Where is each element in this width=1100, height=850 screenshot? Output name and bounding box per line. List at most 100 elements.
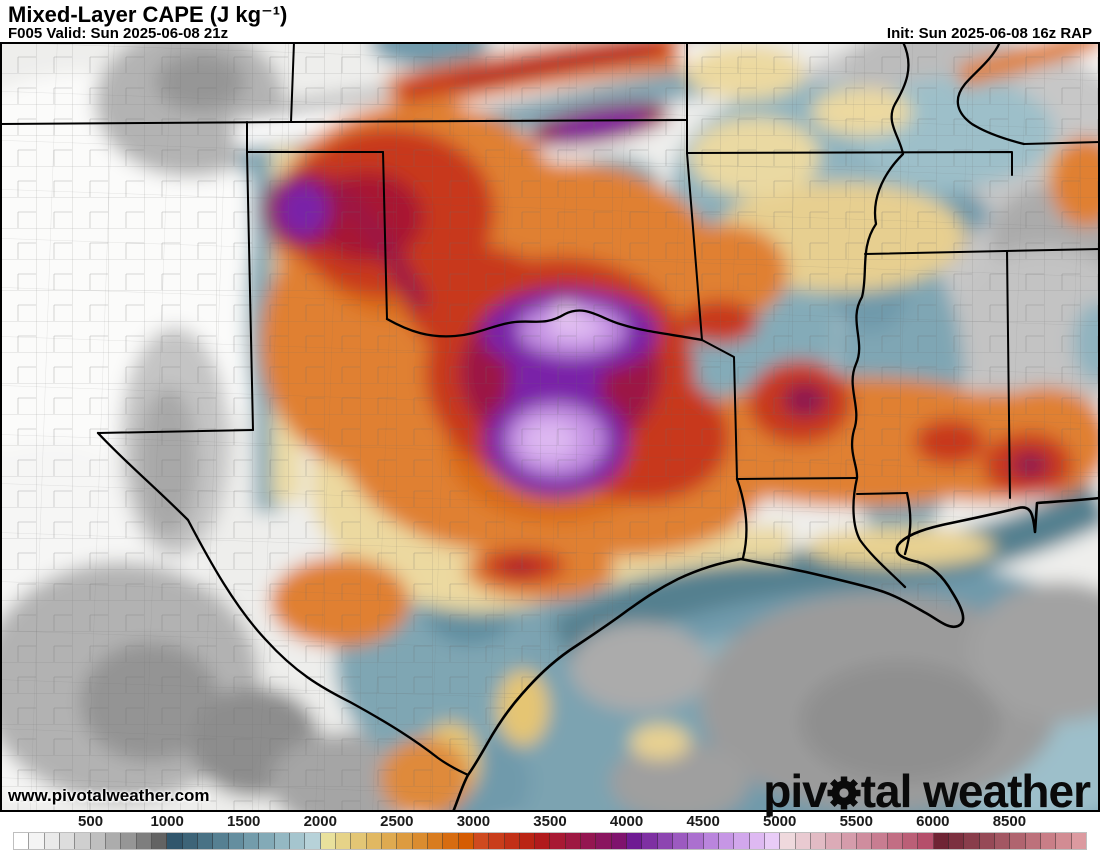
gear-icon [827, 776, 861, 810]
colorbar-cell [565, 833, 582, 849]
page-title: Mixed-Layer CAPE (J kg⁻¹) [8, 2, 288, 27]
colorbar-cell [320, 833, 336, 849]
colorbar-cell [366, 833, 382, 849]
colorbar-cell [734, 833, 750, 849]
colorbar-cell [351, 833, 367, 849]
colorbar-cell [412, 833, 428, 849]
colorbar-cell [719, 833, 735, 849]
colorbar-tick-label: 5500 [839, 813, 873, 830]
colorbar-cell [795, 833, 812, 849]
colorbar: 500 1000 1500 2000 2500 3000 3500 4000 4500 5000 5… [0, 812, 1100, 850]
colorbar-cell [197, 833, 214, 849]
colorbar-cell [427, 833, 444, 849]
colorbar-cell [765, 833, 781, 849]
colorbar-cell [335, 833, 352, 849]
colorbar-tick-label: 3000 [456, 813, 491, 830]
colorbar-tick-label: 2500 [380, 813, 414, 830]
colorbar-cell [627, 833, 643, 849]
watermark-url: www.pivotalweather.com [8, 786, 210, 805]
colorbar-tick-label: 500 [78, 813, 104, 830]
colorbar-tick-label: 3500 [533, 813, 567, 830]
colorbar-cell [228, 833, 244, 849]
colorbar-cell [596, 833, 612, 849]
colorbar-cell [964, 833, 980, 849]
colorbar-cell [826, 833, 842, 849]
colorbar-cell [933, 833, 950, 849]
colorbar-cell [489, 833, 505, 849]
colorbar-cell [289, 833, 306, 849]
colorbar-cell [780, 833, 796, 849]
colorbar-tick-label: 8500 [992, 813, 1027, 830]
colorbar-cell [473, 833, 490, 849]
colorbar-tick-label: 4000 [609, 813, 644, 830]
map-frame [0, 42, 1100, 812]
colorbar-tick-label: 2000 [303, 813, 337, 830]
colorbar-cell [887, 833, 904, 849]
colorbar-cell [259, 833, 275, 849]
colorbar-cell [151, 833, 168, 849]
valid-time-label: F005 Valid: Sun 2025-06-08 21z [8, 25, 229, 42]
colorbar-cell [182, 833, 198, 849]
colorbar-cell [1040, 833, 1057, 849]
colorbar-cell [872, 833, 888, 849]
colorbar-cell [811, 833, 827, 849]
colorbar-cell [841, 833, 858, 849]
colorbar-cell [903, 833, 919, 849]
colorbar-cell [749, 833, 766, 849]
init-time-label: Init: Sun 2025-06-08 16z RAP [886, 25, 1092, 42]
colorbar-cell [504, 833, 520, 849]
rivers [96, 40, 1026, 777]
pivotal-weather-logo: piv tal weather [763, 765, 1091, 817]
colorbar-cell [657, 833, 674, 849]
colorbar-tick-label: 1500 [227, 813, 261, 830]
colorbar-cell [611, 833, 628, 849]
colorbar-cell [1025, 833, 1041, 849]
colorbar-cell [458, 833, 474, 849]
colorbar-cell [75, 833, 91, 849]
colorbar-cell [857, 833, 873, 849]
gulf-coastline [451, 496, 1100, 814]
colorbar-cell [121, 833, 137, 849]
colorbar-tick-labels: 500 1000 1500 2000 2500 3000 3500 4000 4500 5000 5… [0, 813, 1100, 831]
colorbar-cell [14, 833, 30, 849]
colorbar-cell [703, 833, 720, 849]
colorbar-cell [59, 833, 76, 849]
colorbar-cell [979, 833, 995, 849]
colorbar-cell [381, 833, 398, 849]
colorbar-cell [673, 833, 689, 849]
colorbar-cell [443, 833, 459, 849]
colorbar-cell [519, 833, 536, 849]
colorbar-cell [213, 833, 229, 849]
colorbar-cell [1071, 833, 1086, 849]
colorbar-cell [136, 833, 152, 849]
colorbar-cell [1056, 833, 1072, 849]
colorbar-cell [642, 833, 658, 849]
colorbar-cell [949, 833, 965, 849]
logo-text-right: tal weather [860, 765, 1091, 817]
colorbar-cell [44, 833, 60, 849]
colorbar-cell [243, 833, 260, 849]
colorbar-cell [550, 833, 566, 849]
colorbar-tick-label: 1000 [150, 813, 184, 830]
colorbar-cell [688, 833, 704, 849]
logo-text-left: piv [763, 765, 827, 817]
colorbar-cells [13, 832, 1087, 850]
colorbar-tick-label: 5000 [763, 813, 797, 830]
colorbar-cell [105, 833, 122, 849]
colorbar-cell [995, 833, 1011, 849]
colorbar-cell [29, 833, 45, 849]
colorbar-cell [397, 833, 413, 849]
state-borders [0, 40, 1100, 814]
colorbar-cell [305, 833, 321, 849]
colorbar-cell [581, 833, 597, 849]
colorbar-cell [90, 833, 106, 849]
colorbar-cell [1010, 833, 1026, 849]
colorbar-tick-label: 6000 [916, 813, 950, 830]
colorbar-cell [918, 833, 934, 849]
colorbar-tick-label: 4500 [686, 813, 720, 830]
colorbar-cell [167, 833, 183, 849]
colorbar-cell [535, 833, 551, 849]
